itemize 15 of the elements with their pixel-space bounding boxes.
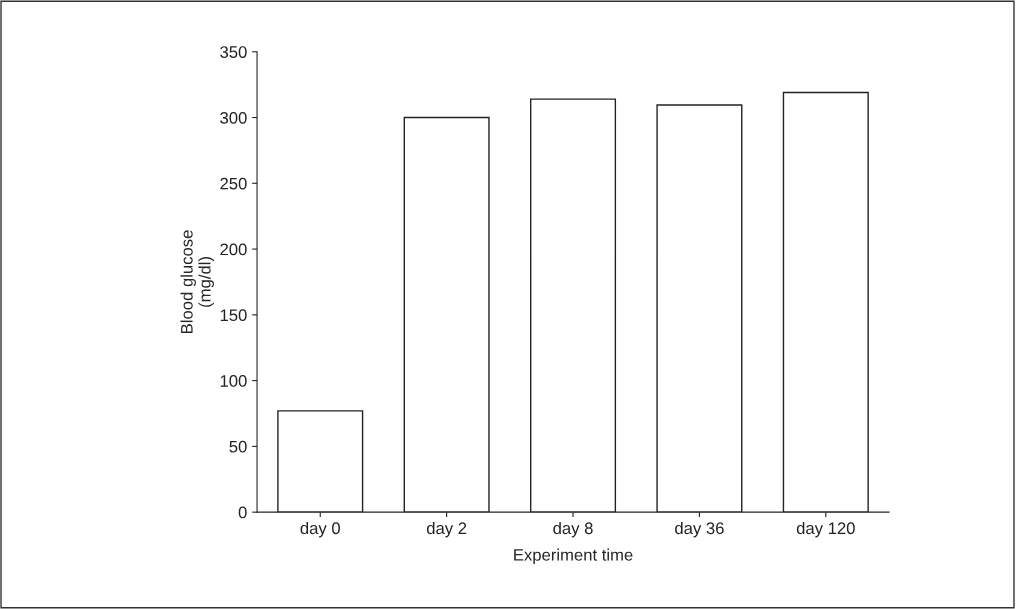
x-tick-label: day 0 [300,521,340,538]
x-tick-label: day 2 [426,521,467,538]
y-tick-label: 150 [220,309,247,322]
y-axis-title: Blood glucose (mg/dl) [180,230,214,333]
y-tick-label: 0 [238,506,247,519]
x-tick-label: day 120 [796,521,855,538]
x-tick-label: day 8 [553,521,593,538]
y-tick-label: 350 [220,46,247,58]
y-tick-label: 300 [220,111,247,124]
x-axis-title: Experiment time [514,548,633,565]
y-tick-label: 50 [229,440,247,453]
y-tick-label: 250 [220,177,247,190]
y-tick-label: 200 [220,243,247,256]
y-tick-label: 100 [220,375,247,387]
x-tick-label: day 36 [675,521,724,538]
